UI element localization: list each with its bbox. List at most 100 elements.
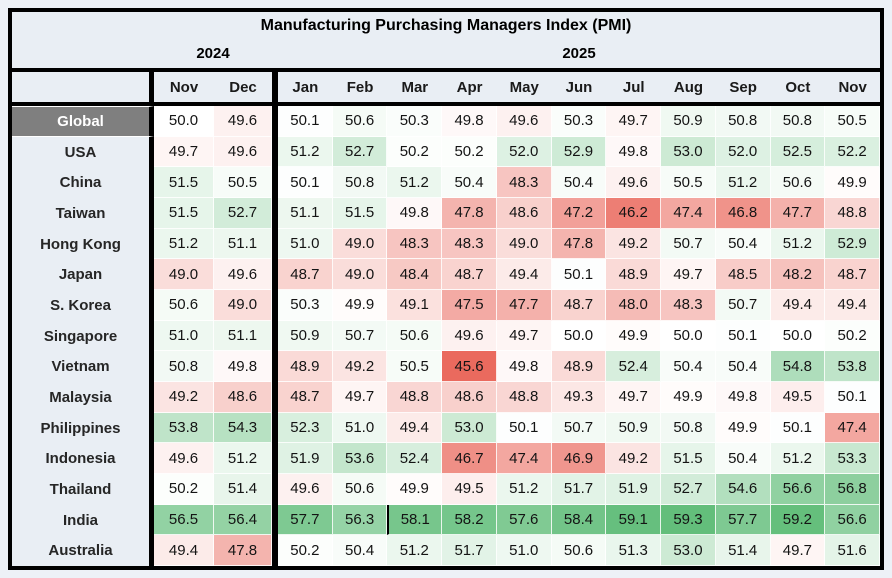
pmi-cell: 51.0 [278, 228, 333, 260]
pmi-cell: 50.8 [661, 412, 716, 444]
year-block-divider [272, 72, 278, 102]
table-title: Manufacturing Purchasing Managers Index … [260, 16, 632, 34]
pmi-cell: 50.0 [661, 320, 716, 352]
row-label-thailand: Thailand [12, 474, 154, 505]
pmi-cell: 49.2 [606, 443, 662, 475]
pmi-cell: 50.4 [332, 535, 388, 567]
row-label-taiwan: Taiwan [12, 198, 154, 229]
pmi-cell: 53.3 [825, 443, 880, 475]
pmi-cell: 50.4 [715, 443, 771, 475]
pmi-cell: 50.7 [551, 412, 607, 444]
pmi-cell: 50.5 [387, 351, 443, 383]
pmi-cell: 51.2 [770, 443, 826, 475]
pmi-cell: 50.8 [715, 106, 771, 137]
pmi-cell: 50.3 [551, 106, 607, 137]
pmi-cell: 50.8 [154, 351, 214, 383]
row-label-vietnam: Vietnam [12, 351, 154, 383]
pmi-cell: 48.9 [551, 351, 607, 383]
row-label-japan: Japan [12, 259, 154, 291]
pmi-cell: 59.2 [770, 504, 826, 536]
pmi-cell: 52.7 [661, 474, 716, 505]
pmi-cell: 46.9 [551, 443, 607, 475]
pmi-cell: 47.7 [770, 198, 826, 229]
pmi-cell: 52.7 [214, 198, 272, 229]
pmi-cell: 51.4 [214, 474, 272, 505]
pmi-cell: 48.4 [387, 259, 443, 291]
pmi-cell: 50.4 [442, 167, 497, 199]
column-header-jul-2025: Jul [622, 78, 645, 96]
pmi-cell: 49.0 [332, 259, 388, 291]
pmi-cell: 48.6 [442, 382, 497, 413]
pmi-cell: 49.0 [496, 228, 552, 260]
pmi-cell: 49.6 [278, 474, 333, 505]
pmi-cell: 51.5 [332, 198, 388, 229]
pmi-cell: 49.5 [770, 382, 826, 413]
pmi-cell: 50.3 [278, 290, 333, 321]
pmi-cell: 50.7 [715, 290, 771, 321]
pmi-cell: 59.3 [661, 504, 716, 536]
year-group-2025: 2025 [562, 45, 596, 62]
table-row: China 51.5 50.5 50.1 50.8 51.2 50.4 48.3 50.4 49.… [12, 167, 880, 199]
row-label-malaysia: Malaysia [12, 382, 154, 413]
year-block-divider [272, 106, 278, 137]
pmi-cell: 58.4 [551, 504, 607, 536]
pmi-cell: 47.8 [214, 535, 272, 567]
year-block-divider [272, 290, 278, 321]
pmi-cell: 48.8 [387, 382, 443, 413]
pmi-cell: 49.7 [770, 535, 826, 567]
pmi-cell: 50.4 [715, 228, 771, 260]
pmi-cell: 49.6 [606, 167, 662, 199]
pmi-cell: 49.6 [214, 106, 272, 137]
column-header-oct-2025: Oct [785, 78, 811, 96]
pmi-cell: 49.6 [442, 320, 497, 352]
pmi-cell: 50.1 [551, 259, 607, 291]
pmi-cell: 56.4 [214, 504, 272, 536]
table-row: Vietnam 50.8 49.8 48.9 49.2 50.5 45.6 49.8 48.9 5… [12, 351, 880, 383]
table-row: Hong Kong 51.2 51.1 51.0 49.0 48.3 48.3 49.0 47.… [12, 228, 880, 260]
pmi-cell: 51.7 [442, 535, 497, 567]
pmi-cell: 51.2 [278, 136, 333, 168]
pmi-cell: 50.0 [770, 320, 826, 352]
year-block-divider [272, 412, 278, 444]
year-block-divider [272, 382, 278, 413]
pmi-cell: 49.7 [661, 259, 716, 291]
year-block-divider [272, 198, 278, 229]
pmi-cell: 50.6 [551, 535, 607, 567]
pmi-cell: 51.6 [825, 535, 880, 567]
pmi-cell: 53.6 [332, 443, 388, 475]
table-row: Indonesia 49.6 51.2 51.9 53.6 52.4 46.7 47.4 46.… [12, 443, 880, 475]
pmi-table: Manufacturing Purchasing Managers Index … [8, 8, 884, 570]
pmi-cell: 56.6 [825, 504, 880, 536]
pmi-cell: 48.0 [606, 290, 662, 321]
pmi-cell: 50.5 [214, 167, 272, 199]
pmi-cell: 51.0 [332, 412, 388, 444]
pmi-cell: 47.2 [551, 198, 607, 229]
table-row: S. Korea 50.6 49.0 50.3 49.9 49.1 47.5 47.7 48.7… [12, 290, 880, 321]
pmi-cell: 56.5 [154, 504, 214, 536]
pmi-cell: 49.7 [154, 136, 214, 168]
row-label-singapore: Singapore [12, 320, 154, 352]
table-header-panel: Manufacturing Purchasing Managers Index … [12, 12, 880, 68]
pmi-cell: 49.7 [606, 106, 662, 137]
pmi-cell: 51.4 [715, 535, 771, 567]
pmi-cell: 49.4 [770, 290, 826, 321]
pmi-cell: 48.8 [496, 382, 552, 413]
pmi-cell: 49.7 [332, 382, 388, 413]
year-block-divider [272, 474, 278, 505]
pmi-cell: 52.0 [715, 136, 771, 168]
table-row: India 56.5 56.4 57.7 56.3 58.1 58.2 57.6 58.4 59.… [12, 504, 880, 536]
pmi-cell: 48.7 [442, 259, 497, 291]
pmi-cell: 49.9 [332, 290, 388, 321]
pmi-cell: 50.6 [332, 474, 388, 505]
pmi-cell: 50.0 [551, 320, 607, 352]
pmi-cell: 51.5 [154, 167, 214, 199]
pmi-cell: 50.1 [715, 320, 771, 352]
column-header-mar-2025: Mar [401, 78, 429, 96]
pmi-cell: 49.2 [332, 351, 388, 383]
pmi-cell: 50.9 [661, 106, 716, 137]
pmi-cell: 54.6 [715, 474, 771, 505]
table-row: Philippines 53.8 54.3 52.3 51.0 49.4 53.0 50.1 5… [12, 412, 880, 444]
row-label-s-korea: S. Korea [12, 290, 154, 321]
pmi-cell: 50.1 [278, 106, 333, 137]
pmi-cell: 47.4 [825, 412, 880, 444]
